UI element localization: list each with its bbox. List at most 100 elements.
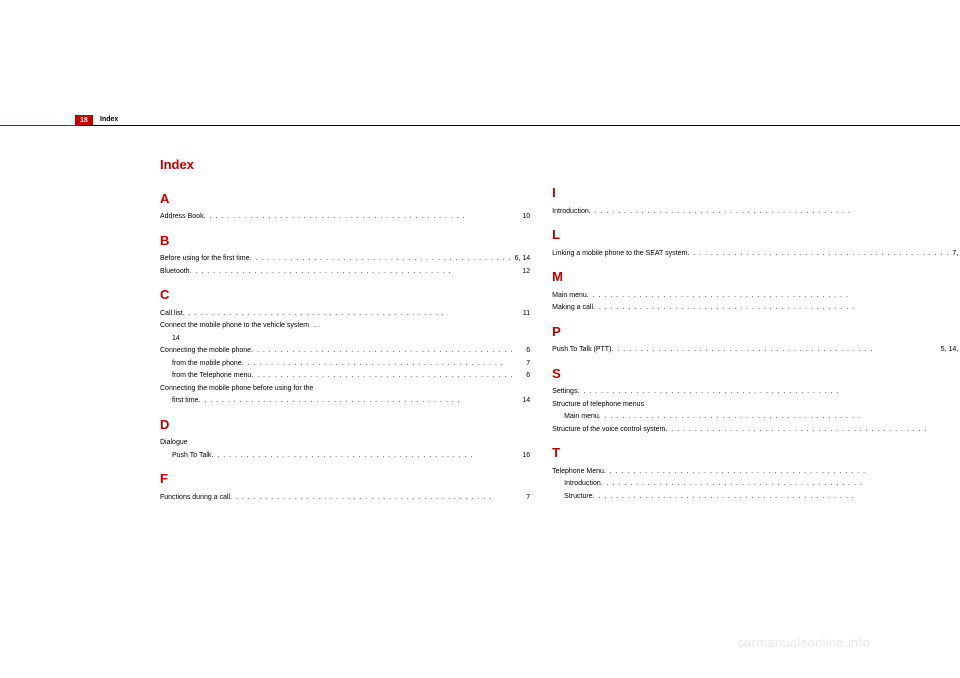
index-entry-page: 6	[523, 346, 530, 357]
index-entry-page: 16	[519, 451, 530, 462]
index-entry-label: Push To Talk (PTT)	[552, 345, 611, 356]
index-entry: Structure of telephone menus	[552, 400, 960, 411]
column-2-groups: IIntroduction4LLinking a mobile phone to…	[552, 183, 960, 502]
index-entry-label: Address Book	[160, 212, 204, 223]
index-entry-page: 11	[520, 309, 530, 320]
index-entry-dots	[604, 467, 960, 478]
index-letter: M	[552, 267, 960, 287]
index-entry: Structure of the voice control system17	[552, 425, 960, 436]
index-entry-label: from the Telephone menu	[172, 371, 251, 382]
index-entry: Call list11	[160, 309, 530, 320]
index-entry-label: Making a call	[552, 303, 593, 314]
index-letter: S	[552, 364, 960, 384]
index-entry-label: Introduction	[564, 479, 601, 490]
index-entry: Making a call15	[552, 303, 960, 314]
index-entry: Before using for the first time 6, 14	[160, 254, 530, 265]
index-entry-label: first time	[172, 396, 198, 407]
index-entry: Main menu10	[552, 412, 960, 423]
index-entry-label: from the mobile phone	[172, 359, 242, 370]
index-entry-dots	[665, 425, 957, 436]
index-entry-dots	[599, 412, 957, 423]
index-entry-dots	[601, 479, 960, 490]
index-entry-dots	[211, 451, 519, 462]
index-entry: Bluetooth 12	[160, 267, 530, 278]
index-entry: Introduction4	[552, 207, 960, 218]
index-entry-label: Connecting the mobile phone before using…	[160, 384, 313, 395]
column-1: Index A Address Book 10 B Before using for t…	[160, 155, 530, 505]
index-entry-label: Connecting the mobile phone	[160, 346, 251, 357]
index-entry-dots	[190, 267, 520, 278]
watermark: carmanualsonline.info	[737, 635, 870, 650]
index-entry-label: Introduction	[552, 207, 589, 218]
index-entry-page: 10	[519, 212, 530, 223]
index-entry-page: 14	[519, 396, 530, 407]
index-entry: from the Telephone menu 6	[160, 371, 530, 382]
index-entry-dots	[204, 212, 520, 223]
index-letter: F	[160, 469, 530, 489]
header-section-title: Index	[100, 116, 118, 123]
index-entry-label: Connect the mobile phone to the vehicle …	[160, 321, 309, 332]
index-entry-label: Push To Talk	[172, 451, 211, 462]
index-entry: Settings12	[552, 387, 960, 398]
index-entry-label: Linking a mobile phone to the SEAT syste…	[552, 249, 687, 260]
index-entry-dots	[242, 359, 524, 370]
header-rule	[0, 125, 960, 126]
index-content: Index A Address Book 10 B Before using for t…	[160, 155, 865, 505]
index-letter: D	[160, 415, 530, 435]
index-entry-page: . .	[311, 321, 320, 332]
index-letter: C	[160, 285, 530, 305]
index-entry-dots	[687, 249, 949, 260]
index-entry-label: Functions during a call	[160, 493, 230, 504]
index-entry-dots	[577, 387, 957, 398]
column-2: IIntroduction4LLinking a mobile phone to…	[552, 155, 960, 505]
index-entry-dots	[251, 346, 523, 357]
column-1-groups: A Address Book 10 B Before using for the fir…	[160, 189, 530, 504]
index-letter: A	[160, 189, 530, 209]
index-entry-dots	[198, 396, 519, 407]
index-entry-label: Main menu	[552, 291, 587, 302]
index-letter: T	[552, 443, 960, 463]
index-entry-label: Structure of telephone menus	[552, 400, 644, 411]
index-entry: Connect the mobile phone to the vehicle …	[160, 321, 530, 332]
index-entry-label: Telephone Menu	[552, 467, 604, 478]
index-entry-label: Main menu	[564, 412, 599, 423]
index-entry: from the mobile phone7	[160, 359, 530, 370]
index-entry-label: Bluetooth	[160, 267, 190, 278]
index-letter: P	[552, 322, 960, 342]
index-title: Index	[160, 155, 530, 175]
index-entry: Dialogue	[160, 438, 530, 449]
index-entry-page: 12	[519, 267, 530, 278]
index-entry: Address Book 10	[160, 212, 530, 223]
index-entry: Linking a mobile phone to the SEAT syste…	[552, 249, 960, 260]
index-entry: Introduction9	[552, 479, 960, 490]
index-entry-dots	[183, 309, 520, 320]
index-entry: Telephone Menu9	[552, 467, 960, 478]
index-entry-page: 7, 15	[949, 249, 960, 260]
index-entry-label: Before using for the first time	[160, 254, 249, 265]
index-entry-dots	[611, 345, 937, 356]
index-entry-page: 6	[523, 371, 530, 382]
index-entry-label: Settings	[552, 387, 577, 398]
index-entry: first time 14	[160, 396, 530, 407]
index-entry-dots	[593, 303, 957, 314]
index-entry-dots	[230, 493, 523, 504]
index-entry: Structure9	[552, 492, 960, 503]
index-entry: Push To Talk (PTT) 5, 14, 16	[552, 345, 960, 356]
index-entry-dots	[593, 492, 960, 503]
index-entry-page: 5, 14, 16	[938, 345, 960, 356]
index-entry: Connecting the mobile phone 6	[160, 346, 530, 357]
index-letter: I	[552, 183, 960, 203]
index-entry-page: 6, 14	[512, 254, 531, 265]
index-entry: Main menu10	[552, 291, 960, 302]
index-entry-label: Structure	[564, 492, 592, 503]
index-letter: B	[160, 231, 530, 251]
index-entry-label: 14	[172, 334, 180, 345]
index-entry-label: Dialogue	[160, 438, 188, 449]
index-entry-label: Structure of the voice control system	[552, 425, 665, 436]
index-entry: Connecting the mobile phone before using…	[160, 384, 530, 395]
index-entry-dots	[249, 254, 511, 265]
index-entry-dots	[251, 371, 523, 382]
index-entry: Functions during a call 7	[160, 493, 530, 504]
index-entry-page: 7	[523, 493, 530, 504]
index-entry-dots	[587, 291, 957, 302]
